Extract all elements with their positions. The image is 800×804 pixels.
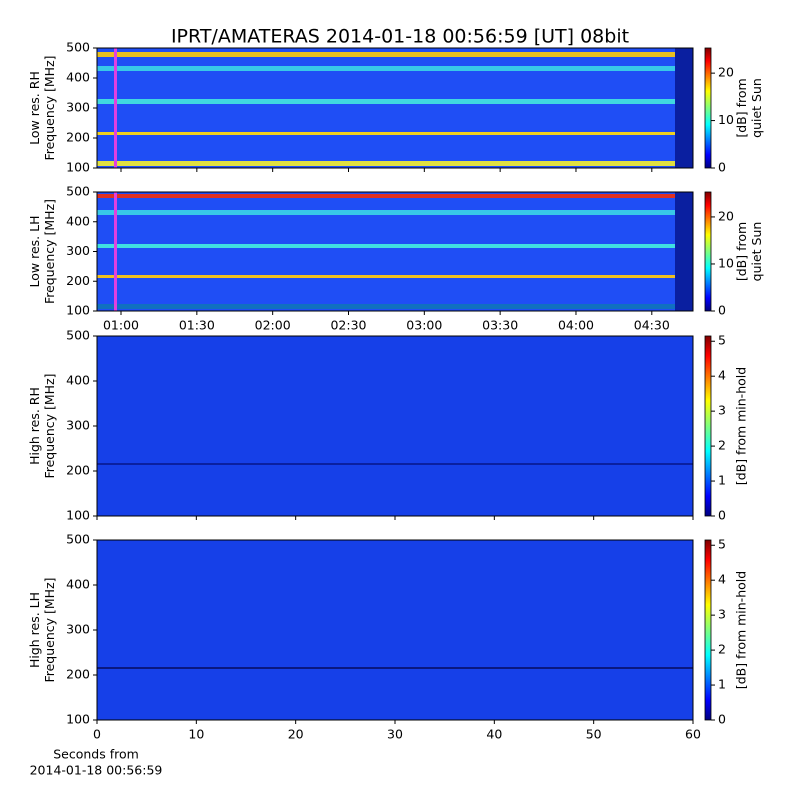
colorbar-label: [dB] from [734, 222, 749, 281]
x-tick-label: 04:30 [634, 318, 670, 333]
colorbar-label: quiet Sun [749, 222, 764, 282]
colorbar-tick-label: 1 [718, 473, 726, 488]
colorbar-tick-label: 0 [718, 712, 726, 727]
x-tick-label: 20 [288, 727, 304, 742]
colorbar-tick-label: 4 [718, 572, 726, 587]
colorbar-label: quiet Sun [749, 78, 764, 138]
y-tick-label: 200 [66, 667, 90, 682]
colorbar-tick-label: 10 [718, 255, 734, 270]
colorbar-tick-label: 3 [718, 403, 726, 418]
y-tick-label: 200 [66, 130, 90, 145]
colorbar-tick-label: 20 [718, 65, 734, 80]
y-axis-label: High res. RH [27, 387, 42, 465]
colorbar [704, 539, 712, 721]
y-axis-label: Low res. RH [27, 71, 42, 145]
colorbar-tick-label: 0 [718, 508, 726, 523]
y-tick-label: 400 [66, 373, 90, 388]
x-tick-label: 0 [93, 727, 101, 742]
y-tick-label: 300 [66, 418, 90, 433]
spectrogram-image [97, 48, 693, 720]
y-axis-label: Frequency [MHz] [42, 577, 57, 682]
colorbar [704, 47, 712, 169]
x-tick-label: 03:00 [406, 318, 442, 333]
y-tick-label: 400 [66, 577, 90, 592]
y-tick-label: 300 [66, 243, 90, 258]
colorbar-tick-label: 2 [718, 642, 726, 657]
x-tick-label: 30 [387, 727, 403, 742]
colorbar-tick-label: 5 [718, 537, 726, 552]
x-tick-label: 03:30 [482, 318, 518, 333]
y-tick-label: 200 [66, 273, 90, 288]
y-tick-label: 400 [66, 213, 90, 228]
colorbar-tick-label: 0 [718, 303, 726, 318]
y-tick-label: 100 [66, 508, 90, 523]
colorbar-tick-label: 4 [718, 368, 726, 383]
colorbar-label: [dB] from min-hold [734, 367, 749, 485]
x-tick-label: 40 [486, 727, 502, 742]
x-tick-label: 02:30 [330, 318, 366, 333]
x-axis-label: 2014-01-18 00:56:59 [30, 763, 163, 778]
y-tick-label: 300 [66, 622, 90, 637]
y-tick-label: 100 [66, 303, 90, 318]
colorbar-tick-label: 20 [718, 208, 734, 223]
colorbar [704, 335, 712, 517]
x-tick-label: 10 [188, 727, 204, 742]
y-axis-label: Frequency [MHz] [42, 199, 57, 304]
colorbar-tick-label: 10 [718, 112, 734, 127]
y-tick-label: 500 [66, 184, 90, 199]
colorbar-tick-label: 3 [718, 607, 726, 622]
y-axis-label: High res. LH [27, 592, 42, 668]
y-axis-label: Frequency [MHz] [42, 373, 57, 478]
y-tick-label: 200 [66, 463, 90, 478]
colorbar-tick-label: 2 [718, 438, 726, 453]
x-tick-label: 60 [685, 727, 701, 742]
colorbar-label: [dB] from [734, 78, 749, 137]
colorbar-label: [dB] from min-hold [734, 571, 749, 689]
x-tick-label: 50 [586, 727, 602, 742]
x-tick-label: 01:30 [179, 318, 215, 333]
y-axis-label: Low res. LH [27, 216, 42, 288]
colorbar-tick-label: 1 [718, 677, 726, 692]
colorbar-tick-label: 0 [718, 160, 726, 175]
x-tick-label: 02:00 [255, 318, 291, 333]
y-tick-label: 500 [66, 532, 90, 547]
x-axis-label: Seconds from [53, 747, 139, 762]
colorbar-tick-label: 5 [718, 333, 726, 348]
y-tick-label: 500 [66, 40, 90, 55]
y-tick-label: 100 [66, 712, 90, 727]
y-tick-label: 100 [66, 160, 90, 175]
x-tick-label: 01:00 [103, 318, 139, 333]
y-axis-label: Frequency [MHz] [42, 55, 57, 160]
y-tick-label: 500 [66, 328, 90, 343]
y-tick-label: 300 [66, 100, 90, 115]
colorbar [704, 191, 712, 312]
y-tick-label: 400 [66, 70, 90, 85]
figure-title: IPRT/AMATERAS 2014-01-18 00:56:59 [UT] 0… [171, 26, 629, 48]
x-tick-label: 04:00 [558, 318, 594, 333]
